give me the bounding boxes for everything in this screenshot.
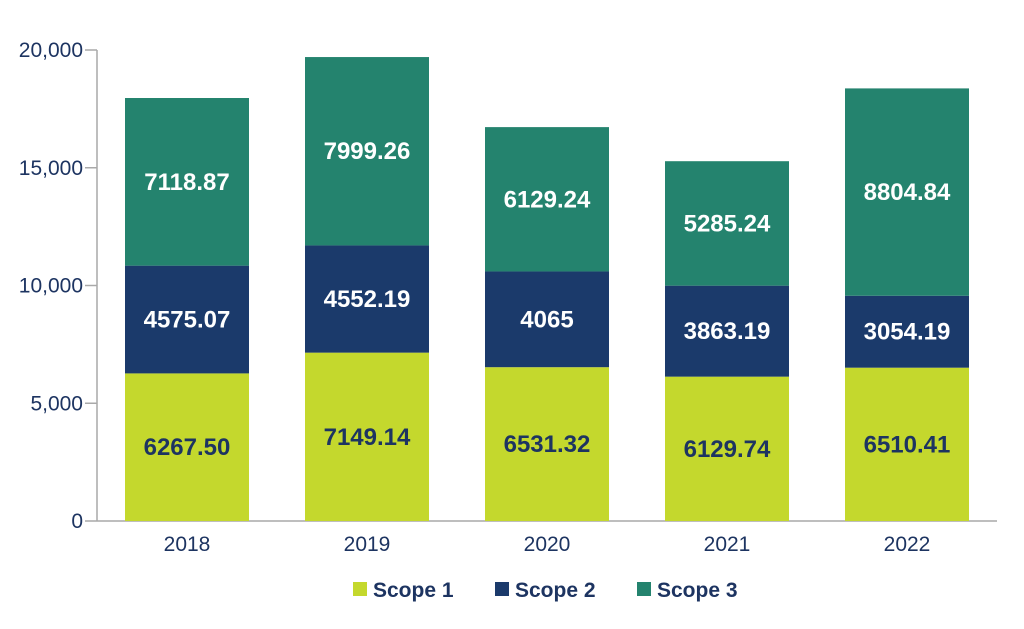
data-label: 7149.14	[324, 424, 411, 451]
bar-segment-scope-2	[665, 285, 789, 377]
legend-label: Scope 1	[373, 579, 454, 602]
bar-stack-2018: 6267.50 4575.07 7118.87	[125, 98, 249, 521]
data-label: 8804.84	[864, 179, 951, 206]
data-label: 3863.19	[684, 318, 771, 345]
bar-segment-scope-1	[305, 352, 429, 521]
bar-stack-2022: 6510.41 3054.19 8804.84	[845, 88, 969, 521]
x-tick-label: 2020	[524, 533, 571, 556]
y-tick-label: 10,000	[19, 275, 83, 298]
y-tick-label: 15,000	[19, 157, 83, 180]
bar-segment-scope-2	[845, 295, 969, 368]
legend-swatch	[495, 582, 509, 596]
data-label: 6531.32	[504, 431, 591, 458]
x-tick-label: 2021	[704, 533, 751, 556]
bar-segment-scope-3	[845, 88, 969, 296]
bar-segment-scope-1	[485, 367, 609, 521]
legend-item: Scope 1	[353, 579, 454, 602]
y-axis: 0 5,000 10,000 15,000 20,000	[19, 39, 98, 533]
bar-segment-scope-2	[485, 271, 609, 368]
data-label: 3054.19	[864, 319, 951, 346]
bar-segment-scope-2	[125, 265, 249, 374]
x-tick-label: 2019	[344, 533, 391, 556]
data-label: 7999.26	[324, 138, 411, 165]
y-tick-label: 20,000	[19, 39, 83, 62]
data-label: 4065	[520, 306, 573, 333]
bar-segment-scope-3	[665, 161, 789, 286]
legend-label: Scope 3	[657, 579, 738, 602]
bar-segment-scope-3	[305, 57, 429, 246]
x-tick-label: 2022	[884, 533, 931, 556]
y-tick-label: 0	[71, 510, 83, 533]
data-label: 7118.87	[144, 169, 229, 196]
data-label: 6267.50	[144, 434, 231, 461]
data-label: 6510.41	[864, 431, 951, 458]
bar-segment-scope-1	[845, 367, 969, 521]
y-tick-label: 5,000	[30, 392, 83, 415]
data-label: 4552.19	[324, 286, 411, 313]
legend-label: Scope 2	[515, 579, 596, 602]
bar-stack-2020: 6531.32 4065 6129.24	[485, 127, 609, 521]
data-label: 4575.07	[144, 307, 231, 334]
bar-stack-2021: 6129.74 3863.19 5285.24	[665, 161, 789, 521]
data-label: 6129.74	[684, 436, 771, 463]
x-tick-label: 2018	[164, 533, 211, 556]
bar-segment-scope-3	[125, 98, 249, 266]
bar-segment-scope-2	[305, 245, 429, 353]
bar-stack-2019: 7149.14 4552.19 7999.26	[305, 57, 429, 521]
legend-swatch	[353, 582, 367, 596]
bar-segment-scope-1	[665, 376, 789, 521]
legend-item: Scope 3	[637, 579, 738, 602]
bar-segment-scope-1	[125, 373, 249, 521]
data-label: 6129.24	[504, 186, 591, 213]
data-label: 5285.24	[684, 210, 771, 237]
legend: Scope 1 Scope 2 Scope 3	[353, 579, 738, 602]
bar-stacks: 6267.50 4575.07 7118.87 7149.14 4552.19 7999.…	[125, 57, 969, 521]
legend-item: Scope 2	[495, 579, 596, 602]
legend-swatch	[637, 582, 651, 596]
x-axis: 2018 2019 2020 2021 2022	[97, 520, 997, 556]
bar-segment-scope-3	[485, 127, 609, 272]
